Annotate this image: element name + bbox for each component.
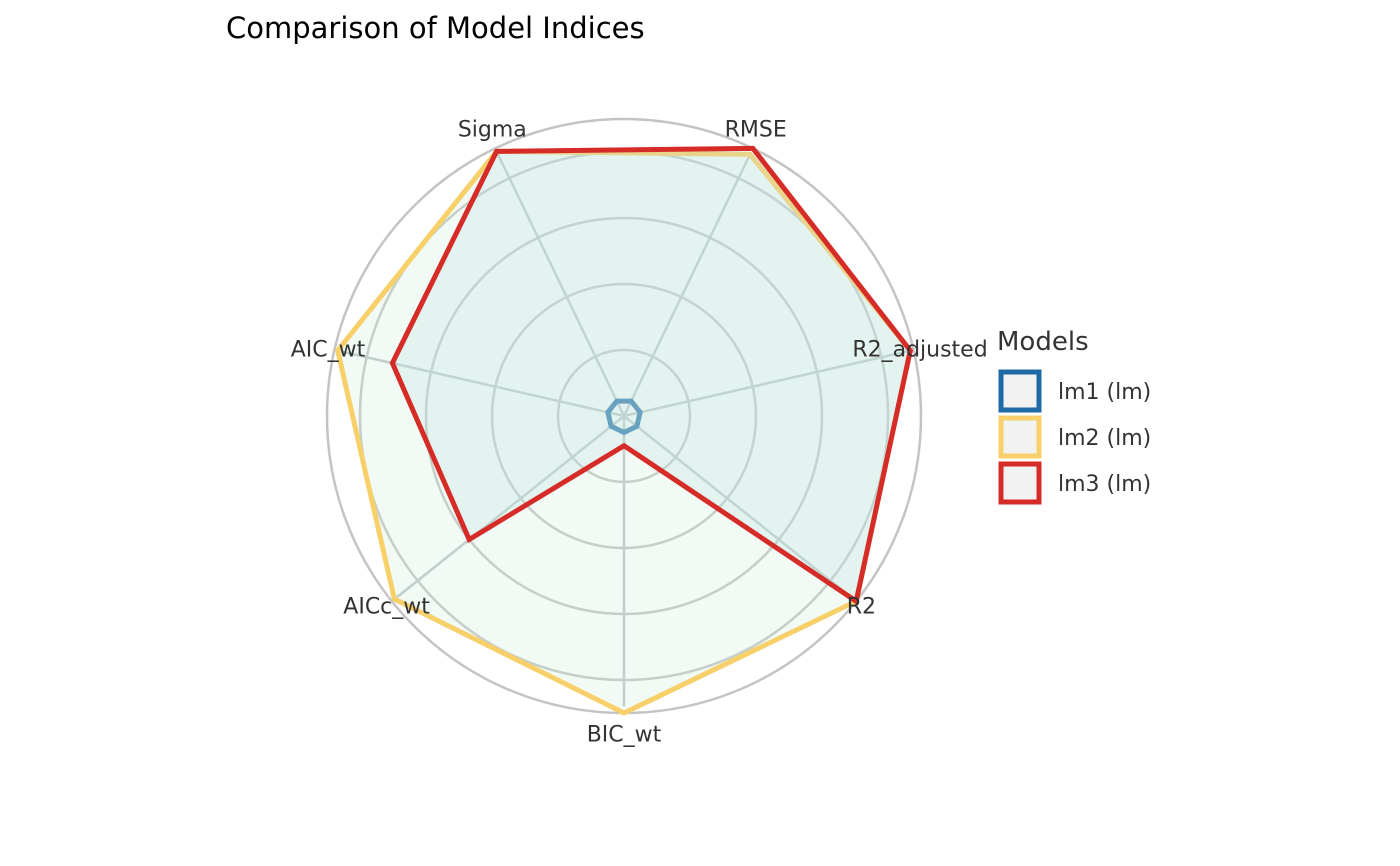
axis-label-r2: R2 bbox=[847, 594, 876, 619]
legend-swatch-3 bbox=[998, 461, 1042, 505]
legend-label-1: lm1 (lm) bbox=[1058, 380, 1151, 405]
series-2-polygon bbox=[334, 148, 913, 716]
spoke-rmse bbox=[622, 153, 752, 417]
axis-label-rmse: RMSE bbox=[725, 118, 787, 143]
spoke-r2-adjusted bbox=[623, 350, 908, 418]
axis-label-bic-wt: BIC_wt bbox=[587, 723, 662, 748]
spoke-aicc-wt bbox=[396, 415, 625, 599]
chart-title: Comparison of Model Indices bbox=[226, 11, 645, 45]
axis-label-r2-adjusted: R2_adjusted bbox=[852, 337, 987, 362]
legend-title: Models bbox=[997, 327, 1089, 357]
spoke-r2 bbox=[623, 415, 852, 599]
series-3-polygon bbox=[389, 145, 913, 606]
axis-label-aic-wt: AIC_wt bbox=[291, 337, 366, 362]
axis-label-sigma: Sigma bbox=[458, 118, 527, 143]
radar-series bbox=[334, 145, 913, 716]
axis-label-aicc-wt: AICc_wt bbox=[343, 594, 430, 619]
series-1-polygon bbox=[605, 398, 643, 436]
legend-swatch-1 bbox=[998, 369, 1042, 413]
spoke-sigma bbox=[496, 153, 626, 417]
legend-swatch-2 bbox=[998, 415, 1042, 459]
legend-label-3: lm3 (lm) bbox=[1058, 472, 1151, 497]
legend-label-2: lm2 (lm) bbox=[1058, 426, 1151, 451]
radar-grid bbox=[325, 117, 923, 715]
spoke-aic-wt bbox=[340, 350, 625, 418]
axis-labels: Sigma AIC_wt AICc_wt BIC_wt R2 R2_adjusted RMS… bbox=[291, 118, 988, 748]
legend: Models lm1 (lm) lm2 (lm) lm3 (lm) bbox=[997, 327, 1151, 505]
